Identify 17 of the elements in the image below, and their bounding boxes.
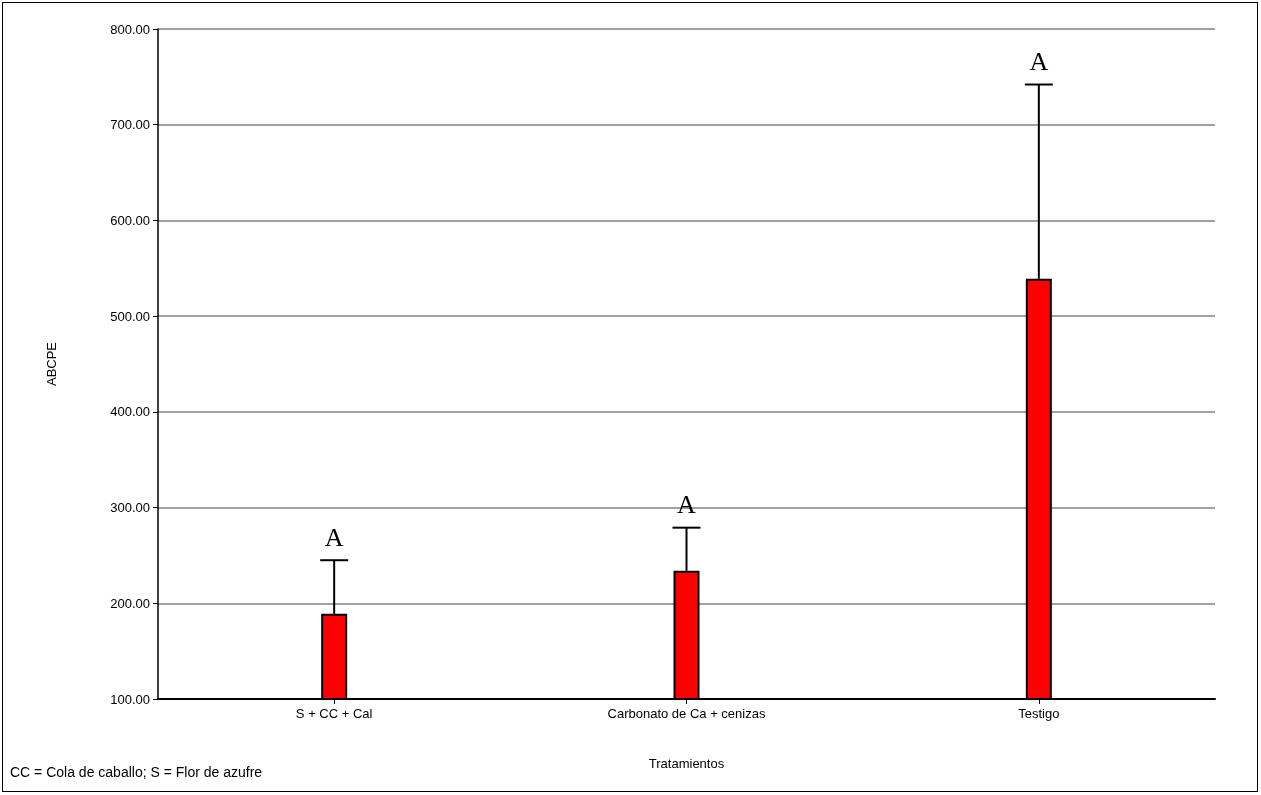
- text: CC = Cola de caballo; S = Flor de azufre: [10, 764, 263, 780]
- x-tick-label: Carbonato de Ca + cenizas: [607, 706, 766, 721]
- x-tick-label: Testigo: [1018, 706, 1060, 721]
- y-tick-label: 700.00: [110, 117, 150, 133]
- annotation: A: [1029, 47, 1049, 77]
- y-tick-label: 600.00: [110, 212, 150, 228]
- annotation: A: [677, 490, 697, 520]
- x-tick-label: S + CC + Cal: [295, 706, 373, 721]
- y-tick-label: 200.00: [110, 595, 150, 611]
- y-tick-label: 400.00: [110, 404, 150, 420]
- y-tick-label: 500.00: [110, 308, 150, 324]
- annotation: A: [324, 522, 344, 552]
- y-tick-label: 800.00: [110, 21, 150, 37]
- x-axis-title: Tratamientos: [648, 756, 725, 771]
- y-tick-label: 300.00: [110, 500, 150, 516]
- y-axis-title: ABCPE: [44, 341, 59, 387]
- y-tick-label: 100.00: [110, 691, 150, 707]
